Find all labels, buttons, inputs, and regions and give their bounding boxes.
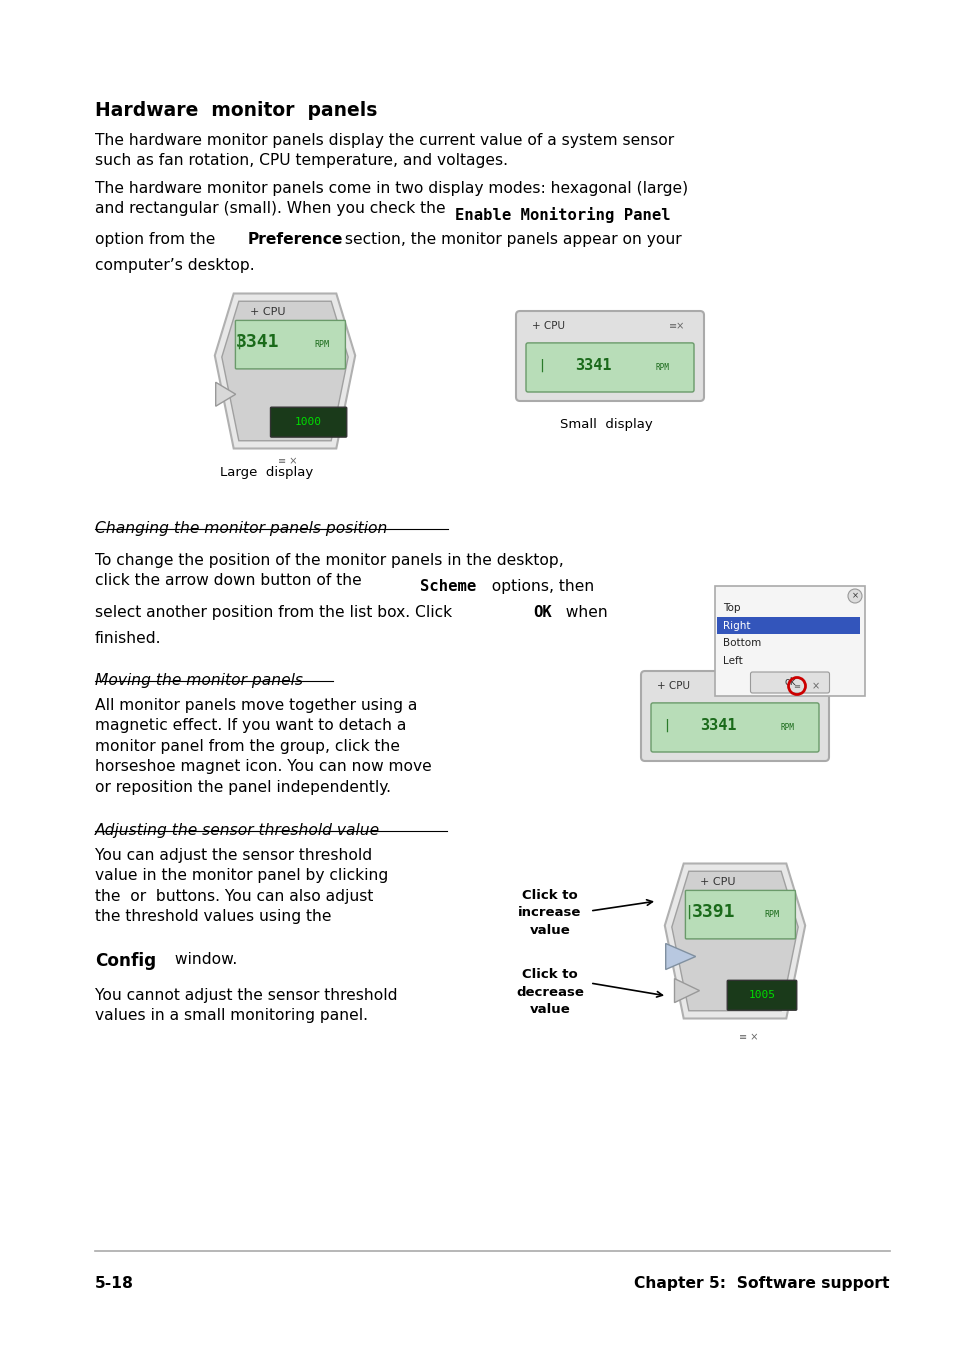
Text: Scheme: Scheme: [419, 580, 476, 594]
Text: Changing the monitor panels position: Changing the monitor panels position: [95, 521, 387, 536]
Polygon shape: [664, 863, 804, 1019]
Text: Adjusting the sensor threshold value: Adjusting the sensor threshold value: [95, 823, 379, 838]
FancyBboxPatch shape: [525, 343, 693, 392]
Text: Large  display: Large display: [220, 466, 313, 480]
Text: 3391: 3391: [691, 904, 735, 921]
FancyBboxPatch shape: [726, 981, 796, 1011]
Text: To change the position of the monitor panels in the desktop,
click the arrow dow: To change the position of the monitor pa…: [95, 553, 563, 589]
Polygon shape: [674, 978, 699, 1002]
Polygon shape: [671, 871, 798, 1011]
Text: + CPU: + CPU: [700, 877, 735, 888]
Text: RPM: RPM: [781, 723, 794, 732]
Text: ≡ ×: ≡ ×: [738, 1032, 758, 1042]
FancyBboxPatch shape: [714, 586, 864, 696]
Text: ▏: ▏: [688, 905, 699, 920]
Text: RPM: RPM: [656, 363, 669, 372]
Text: section, the monitor panels appear on your: section, the monitor panels appear on yo…: [339, 232, 680, 247]
Polygon shape: [214, 293, 355, 449]
Text: RPM: RPM: [763, 911, 779, 919]
Text: You can adjust the sensor threshold
value in the monitor panel by clicking
the  : You can adjust the sensor threshold valu…: [95, 848, 388, 924]
Text: + CPU: + CPU: [250, 307, 285, 317]
Text: options, then: options, then: [481, 580, 594, 594]
FancyBboxPatch shape: [235, 320, 345, 369]
Text: 5-18: 5-18: [95, 1275, 133, 1292]
Text: RPM: RPM: [314, 340, 329, 349]
Text: Left: Left: [722, 657, 742, 666]
Text: select another position from the list box. Click: select another position from the list bo…: [95, 605, 456, 620]
Text: Hardware  monitor  panels: Hardware monitor panels: [95, 101, 377, 120]
Text: Preference: Preference: [248, 232, 343, 247]
Text: finished.: finished.: [95, 631, 161, 646]
Text: window.: window.: [170, 952, 237, 967]
Text: ×: ×: [851, 592, 858, 600]
Text: Enable Monitoring Panel: Enable Monitoring Panel: [455, 207, 670, 223]
FancyBboxPatch shape: [684, 890, 795, 939]
Text: ≡×: ≡×: [668, 322, 684, 331]
Text: The hardware monitor panels come in two display modes: hexagonal (large)
and rec: The hardware monitor panels come in two …: [95, 181, 687, 216]
FancyBboxPatch shape: [750, 671, 828, 693]
Text: OK: OK: [533, 605, 551, 620]
Text: ×: ×: [811, 681, 820, 690]
Text: Moving the monitor panels: Moving the monitor panels: [95, 673, 303, 688]
FancyBboxPatch shape: [271, 407, 346, 438]
Text: Small  display: Small display: [559, 417, 652, 431]
Text: Click to
increase
value: Click to increase value: [517, 889, 581, 938]
Text: Chapter 5:  Software support: Chapter 5: Software support: [634, 1275, 889, 1292]
Text: when: when: [556, 605, 607, 620]
Polygon shape: [215, 382, 235, 407]
Bar: [717, 617, 859, 635]
Text: ≡: ≡: [793, 681, 800, 690]
Text: ok: ok: [783, 677, 795, 688]
Text: ▏: ▏: [238, 335, 249, 350]
Text: + CPU: + CPU: [657, 681, 689, 690]
Text: 1000: 1000: [294, 417, 322, 427]
Text: Top: Top: [722, 604, 740, 613]
FancyBboxPatch shape: [516, 311, 703, 401]
Text: Bottom: Bottom: [722, 639, 760, 648]
Text: ≡ ×: ≡ ×: [277, 455, 297, 466]
Polygon shape: [665, 943, 695, 970]
Polygon shape: [222, 301, 348, 440]
Text: + CPU: + CPU: [532, 322, 564, 331]
Text: Config: Config: [95, 952, 156, 970]
Text: 3341: 3341: [575, 358, 611, 373]
Text: The hardware monitor panels display the current value of a system sensor
such as: The hardware monitor panels display the …: [95, 132, 674, 169]
FancyBboxPatch shape: [640, 671, 828, 761]
FancyBboxPatch shape: [650, 703, 818, 753]
Text: option from the: option from the: [95, 232, 220, 247]
Text: 3341: 3341: [236, 334, 279, 351]
Text: Right: Right: [722, 621, 750, 631]
Text: ▏: ▏: [540, 358, 550, 372]
Text: 1005: 1005: [748, 990, 775, 1000]
Text: All monitor panels move together using a
magnetic effect. If you want to detach : All monitor panels move together using a…: [95, 698, 432, 794]
Text: Click to
decrease
value: Click to decrease value: [516, 969, 583, 1016]
Text: 3341: 3341: [700, 717, 736, 732]
Text: You cannot adjust the sensor threshold
values in a small monitoring panel.: You cannot adjust the sensor threshold v…: [95, 988, 397, 1024]
Text: computer’s desktop.: computer’s desktop.: [95, 258, 254, 273]
Text: ▏: ▏: [665, 719, 675, 732]
Circle shape: [847, 589, 862, 603]
